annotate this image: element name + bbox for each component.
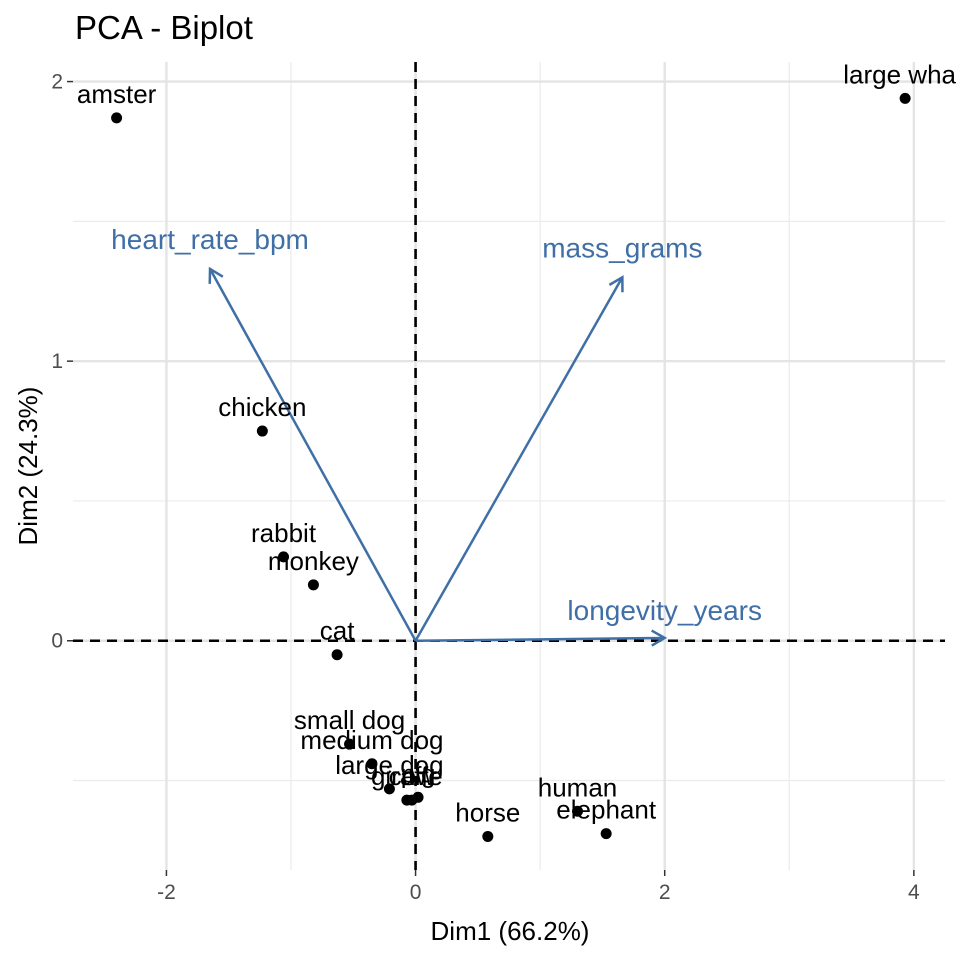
data-point bbox=[307, 579, 319, 591]
point-label: large dog bbox=[335, 750, 443, 780]
point-label: medium dog bbox=[300, 725, 443, 755]
grid bbox=[73, 62, 945, 870]
point-label: amster bbox=[77, 79, 157, 109]
variable-arrowhead bbox=[208, 266, 224, 284]
axes: -2 0 2 4 0 1 2 bbox=[51, 71, 920, 904]
y-tick-label: 1 bbox=[51, 350, 63, 373]
data-point bbox=[344, 738, 356, 750]
point-label: horse bbox=[455, 797, 520, 827]
point-label: giraffe bbox=[371, 761, 443, 791]
variable-label: mass_grams bbox=[542, 232, 702, 263]
variable-arrow bbox=[415, 636, 665, 642]
x-tick-label: 2 bbox=[659, 881, 671, 904]
point-label: human bbox=[538, 772, 618, 802]
reference-lines bbox=[73, 62, 945, 870]
point-label: cow bbox=[389, 761, 435, 791]
point-label: pig bbox=[401, 758, 436, 788]
data-point bbox=[256, 425, 268, 437]
variable-arrow bbox=[208, 268, 417, 642]
data-point bbox=[383, 783, 395, 795]
point-label: elephant bbox=[556, 795, 657, 825]
x-tick-label: 0 bbox=[410, 881, 422, 904]
data-point bbox=[600, 828, 612, 840]
point-label: cat bbox=[320, 616, 355, 646]
y-tick-label: 0 bbox=[51, 630, 63, 653]
point-label: small dog bbox=[294, 705, 405, 735]
data-point bbox=[366, 758, 378, 770]
data-point bbox=[482, 830, 494, 842]
variable-label: heart_rate_bpm bbox=[111, 224, 309, 255]
data-point bbox=[572, 805, 584, 817]
x-tick-label: 4 bbox=[908, 881, 920, 904]
y-tick-label: 2 bbox=[51, 71, 63, 94]
point-label: monkey bbox=[268, 546, 359, 576]
y-axis-title: Dim2 (24.3%) bbox=[13, 387, 43, 546]
variable-arrowhead bbox=[651, 629, 668, 647]
x-tick-label: -2 bbox=[157, 881, 176, 904]
data-point bbox=[899, 92, 911, 104]
variable-arrowhead bbox=[608, 275, 624, 293]
data-point bbox=[111, 112, 123, 124]
data-point bbox=[278, 551, 290, 563]
data-point bbox=[412, 791, 424, 803]
variable-arrow bbox=[414, 276, 624, 642]
variable-arrows: heart_rate_bpm mass_grams longevity_years bbox=[111, 224, 762, 647]
chart-title: PCA - Biplot bbox=[75, 9, 253, 46]
point-label: rabbit bbox=[251, 518, 317, 548]
point-label: large wha bbox=[843, 59, 956, 89]
data-point bbox=[331, 649, 343, 661]
point-label: chicken bbox=[218, 392, 306, 422]
variable-label: longevity_years bbox=[567, 595, 762, 626]
x-axis-title: Dim1 (66.2%) bbox=[431, 916, 590, 946]
